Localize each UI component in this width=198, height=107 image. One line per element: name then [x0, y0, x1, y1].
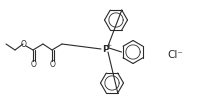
- Text: P: P: [102, 45, 108, 54]
- Text: +: +: [106, 42, 112, 48]
- Text: O: O: [21, 39, 27, 48]
- Text: O: O: [31, 60, 37, 69]
- Text: Cl⁻: Cl⁻: [167, 50, 183, 60]
- Text: O: O: [50, 60, 56, 69]
